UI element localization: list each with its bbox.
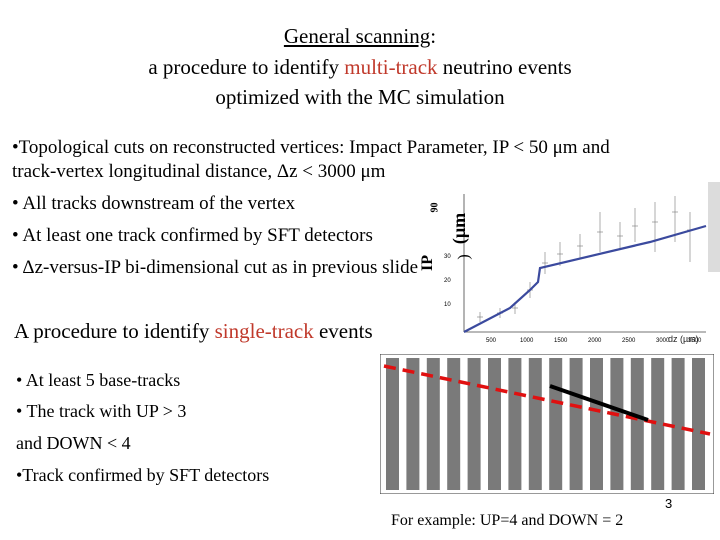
single-heading-red: single-track: [214, 319, 314, 343]
multi-bullet-4: • Δz-versus-IP bi-dimensional cut as in …: [12, 257, 419, 278]
single-bullet-1: • At least 5 base-tracks: [16, 370, 181, 390]
emulsion-plate: [651, 358, 665, 490]
plot-ylabel-unit: (µm: [449, 212, 470, 245]
subtitle-part-a: a procedure to identify: [148, 55, 345, 79]
emulsion-plate: [671, 358, 685, 490]
multi-bullet-2: • All tracks downstream of the vertex: [12, 193, 296, 214]
plot-y-label: IP 90 (µm ): [419, 202, 492, 282]
plot-xtick-1000: 1000: [520, 338, 534, 344]
emulsion-plate: [590, 358, 603, 490]
plot-xtick-2500: 2500: [622, 338, 636, 344]
track-dashed-line: [383, 364, 711, 436]
single-track-heading: A procedure to identify single-track eve…: [14, 318, 373, 344]
single-bullet-2: • The track with UP > 3: [16, 401, 187, 421]
emulsion-plate: [569, 358, 583, 490]
emulsion-plate: [549, 358, 563, 490]
emulsion-plate: [610, 358, 624, 490]
plot-ytick-30: 30: [444, 254, 451, 260]
multi-bullet-1b: track-vertex longitudinal distance, Δz <…: [12, 161, 386, 182]
slide-title: General scanning:: [0, 22, 720, 50]
plot-cut-line: [463, 224, 707, 333]
single-bullet-3: and DOWN < 4: [16, 433, 131, 453]
plates-diagram: [380, 354, 714, 494]
title-general-scanning: General scanning: [283, 24, 431, 48]
plot-xtick-3000: 3000: [656, 338, 670, 344]
plot-side-bar: [708, 182, 720, 272]
ip-vs-dz-plot: 30 20 10 500 1000 1500 2000 2500 3000 35…: [420, 182, 720, 352]
emulsion-plate: [488, 358, 501, 490]
multi-bullet-1a: •Topological cuts on reconstructed verti…: [12, 137, 610, 158]
emulsion-plate: [426, 358, 440, 490]
plot-ytick-10: 10: [444, 302, 451, 308]
plot-xtick-500: 500: [486, 338, 497, 344]
plot-xtick-2000: 2000: [588, 338, 602, 344]
plot-ylabel-ip: IP: [419, 255, 436, 271]
plot-ytick-20: 20: [444, 278, 451, 284]
emulsion-plate: [467, 358, 481, 490]
emulsion-plate: [508, 358, 522, 490]
subtitle-part-b: neutrino events: [437, 55, 572, 79]
example-caption: For example: UP=4 and DOWN = 2: [391, 512, 624, 529]
plot-x-label: dz (µm): [668, 334, 699, 344]
emulsion-plate: [692, 358, 705, 490]
plot-ylabel-paren: ): [455, 254, 473, 260]
page-number: 3: [665, 496, 673, 511]
subtitle-multi-track: multi-track: [344, 55, 438, 79]
plot-xtick-3500: 3500: [688, 338, 702, 344]
slide-subtitle-line2: a procedure to identify multi-track neut…: [0, 53, 720, 81]
multi-bullet-3: • At least one track confirmed by SFT de…: [12, 225, 373, 246]
title-colon: :: [430, 24, 437, 48]
emulsion-plate: [447, 358, 461, 490]
plot-xtick-1500: 1500: [554, 338, 568, 344]
emulsion-plate: [630, 358, 644, 490]
plot-ylabel-90: 90: [429, 202, 441, 213]
track-segment: [549, 384, 649, 422]
single-heading-part-b: events: [313, 319, 373, 343]
slide-subtitle-line3: optimized with the MC simulation: [215, 85, 505, 109]
single-bullet-4: •Track confirmed by SFT detectors: [16, 465, 270, 485]
emulsion-plate: [528, 358, 542, 490]
emulsion-plate: [386, 358, 399, 490]
emulsion-plate: [406, 358, 420, 490]
single-heading-part-a: A procedure to identify: [14, 319, 215, 343]
